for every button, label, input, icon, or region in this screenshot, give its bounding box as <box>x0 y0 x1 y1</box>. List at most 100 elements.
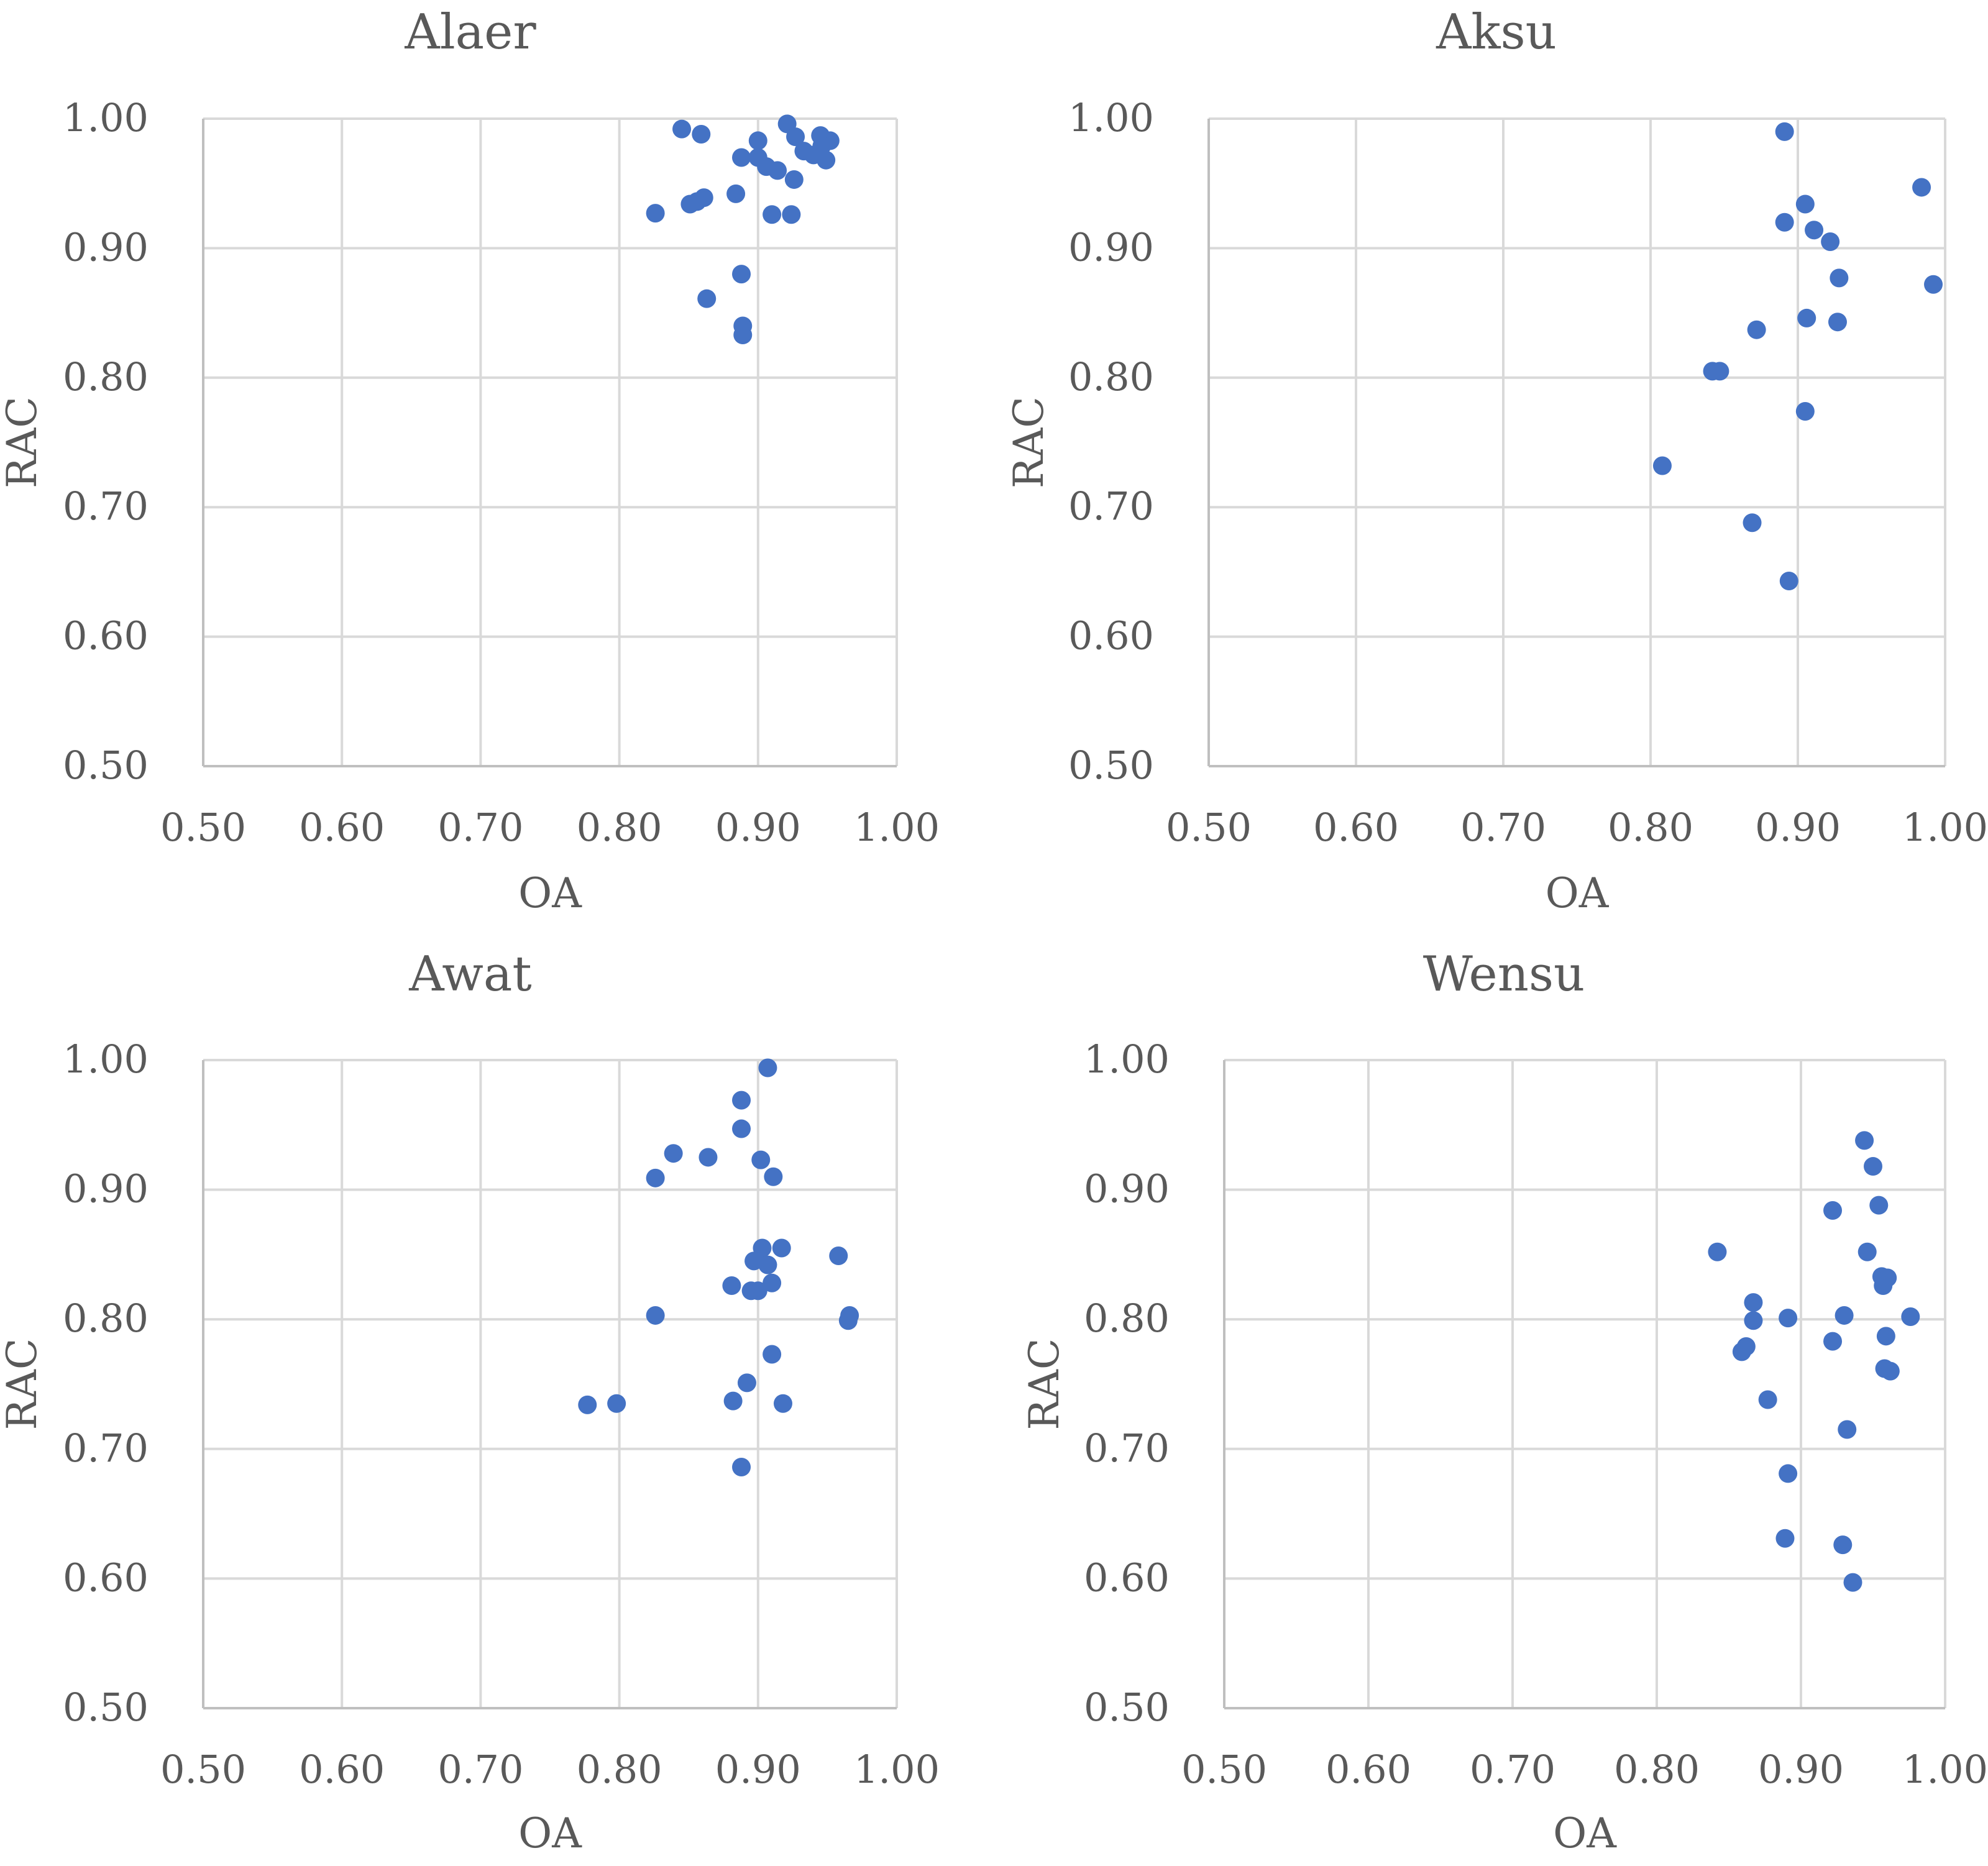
data-point <box>1855 1131 1874 1150</box>
chart-title: Alaer <box>404 4 536 60</box>
data-point <box>607 1394 626 1413</box>
data-point <box>772 1238 791 1258</box>
data-point <box>784 170 804 189</box>
data-point <box>1843 1573 1862 1592</box>
chart-panel-aksu: 0.50 0.60 0.70 0.80 0.90 1.00 0.50 0.60 0.70 0.80… <box>1005 4 1988 917</box>
x-tick-label: 1.00 <box>854 805 940 850</box>
x-tick-label: 1.00 <box>854 1747 940 1792</box>
x-tick-label: 0.80 <box>1614 1747 1700 1792</box>
y-tick-label: 1.00 <box>63 1036 149 1082</box>
data-point <box>1795 194 1815 214</box>
x-tick-label: 0.90 <box>1758 1747 1844 1792</box>
y-tick-label: 1.00 <box>1084 1036 1170 1082</box>
x-tick-label: 0.90 <box>1755 805 1841 850</box>
data-point <box>1830 268 1849 288</box>
x-tick-label: 0.80 <box>1608 805 1693 850</box>
y-tick-label: 0.90 <box>1084 1166 1170 1212</box>
x-tick-label: 0.80 <box>577 805 662 850</box>
y-tick-label: 0.80 <box>63 354 149 400</box>
data-point <box>1744 1293 1763 1312</box>
data-point <box>748 1281 767 1301</box>
x-tick-label: 0.50 <box>1166 805 1252 850</box>
data-point <box>646 1306 665 1325</box>
data-point <box>1835 1306 1854 1325</box>
data-point <box>1747 320 1766 339</box>
data-point <box>838 1311 858 1330</box>
data-point <box>1779 571 1798 590</box>
y-tick-label: 0.80 <box>63 1296 149 1341</box>
data-point <box>1857 1242 1877 1261</box>
y-axis-label: RAC <box>1020 1338 1068 1430</box>
data-point <box>723 1391 743 1411</box>
x-tick-label: 1.00 <box>1902 1747 1988 1792</box>
data-point <box>763 1273 782 1292</box>
data-point <box>646 1168 665 1187</box>
x-axis-label: OA <box>518 1809 582 1857</box>
data-point <box>578 1395 597 1414</box>
data-point <box>1710 362 1729 381</box>
y-tick-label: 0.70 <box>63 1425 149 1471</box>
y-tick-label: 0.50 <box>1084 1685 1170 1730</box>
y-tick-label: 0.70 <box>63 483 149 529</box>
y-axis-label: RAC <box>0 1338 46 1430</box>
data-point <box>1924 275 1943 294</box>
data-point <box>1838 1420 1857 1439</box>
data-point <box>1779 1464 1798 1483</box>
data-point <box>763 205 782 224</box>
data-point <box>646 204 665 223</box>
y-tick-label: 0.90 <box>63 224 149 270</box>
data-point <box>773 1394 792 1413</box>
data-point <box>1880 1361 1900 1381</box>
data-point <box>1775 1529 1795 1548</box>
y-tick-label: 0.50 <box>63 1685 149 1730</box>
data-point <box>1821 232 1840 251</box>
y-tick-label: 0.70 <box>1068 483 1154 529</box>
y-tick-label: 0.60 <box>63 613 149 659</box>
y-tick-label: 1.00 <box>1068 95 1154 140</box>
x-tick-label: 0.70 <box>437 805 523 850</box>
data-point <box>1732 1342 1751 1361</box>
x-tick-label: 0.50 <box>160 1747 246 1792</box>
y-tick-label: 0.50 <box>63 743 149 788</box>
data-point <box>672 119 692 139</box>
chart-title: Awat <box>408 946 531 1002</box>
y-tick-label: 0.60 <box>63 1555 149 1600</box>
data-point <box>758 1255 777 1274</box>
data-point <box>829 1246 848 1265</box>
x-tick-label: 0.50 <box>160 805 246 850</box>
y-tick-label: 0.50 <box>1068 743 1154 788</box>
chart-title: Wensu <box>1423 946 1585 1002</box>
chart-title: Aksu <box>1436 4 1557 60</box>
data-point <box>758 1058 777 1077</box>
y-tick-label: 1.00 <box>63 95 149 140</box>
y-tick-label: 0.60 <box>1084 1555 1170 1600</box>
data-point <box>1823 1332 1843 1351</box>
x-tick-label: 0.60 <box>299 1747 385 1792</box>
data-point <box>1744 1311 1763 1330</box>
data-point <box>748 131 767 150</box>
x-axis-label: OA <box>1546 869 1610 917</box>
x-tick-label: 0.90 <box>715 805 801 850</box>
x-tick-label: 0.80 <box>577 1747 662 1792</box>
data-point <box>782 205 801 224</box>
data-point <box>1912 178 1931 197</box>
data-point <box>751 1150 771 1169</box>
data-point <box>1823 1201 1843 1220</box>
y-tick-label: 0.80 <box>1084 1296 1170 1341</box>
data-point <box>699 1148 718 1167</box>
data-point <box>1708 1242 1727 1261</box>
data-point <box>732 148 751 167</box>
x-tick-label: 0.60 <box>299 805 385 850</box>
x-tick-label: 0.60 <box>1313 805 1399 850</box>
data-point <box>763 1345 782 1364</box>
data-point <box>1828 313 1847 332</box>
data-point <box>697 289 717 308</box>
chart-panel-wensu: 0.50 0.60 0.70 0.80 0.90 1.00 0.50 0.60 0.70 0.80… <box>1020 946 1988 1857</box>
data-point <box>692 125 711 144</box>
data-point <box>764 1167 783 1186</box>
data-point <box>722 1276 741 1295</box>
data-point <box>1775 122 1794 141</box>
data-point <box>733 326 753 345</box>
data-point <box>687 192 707 211</box>
